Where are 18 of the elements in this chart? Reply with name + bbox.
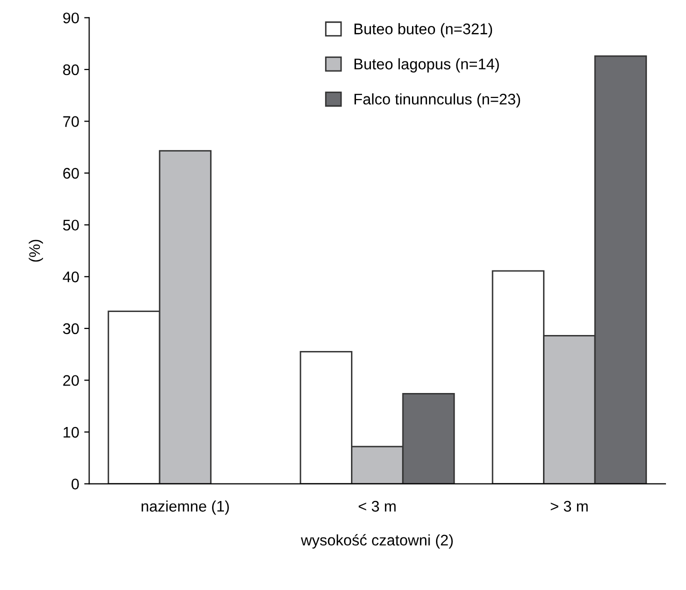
x-tick-label: < 3 m [358, 500, 396, 512]
y-axis-title: (%) [28, 240, 44, 262]
y-tick-label: 30 [63, 323, 79, 334]
x-tick-label: naziemne (1) [142, 500, 229, 515]
y-tick-label: 60 [63, 168, 79, 179]
y-tick-label: 20 [63, 375, 79, 386]
x-axis-title: wysokość czatowni (2) [300, 534, 453, 549]
legend-label: Falco tinunnculus (n=23) [354, 93, 520, 108]
legend-label: Buteo buteo (n=321) [354, 23, 492, 38]
y-tick-label: 70 [63, 116, 79, 127]
y-tick-label: 0 [72, 478, 79, 490]
x-tick-label: > 3 m [550, 500, 588, 512]
y-tick-label: 90 [63, 12, 79, 24]
y-tick-label: 10 [64, 426, 79, 438]
y-tick-label: 80 [63, 64, 79, 76]
legend-label: Buteo lagopus (n=14) [354, 58, 499, 72]
y-tick-label: 40 [62, 272, 79, 282]
y-tick-label: 50 [63, 220, 79, 231]
